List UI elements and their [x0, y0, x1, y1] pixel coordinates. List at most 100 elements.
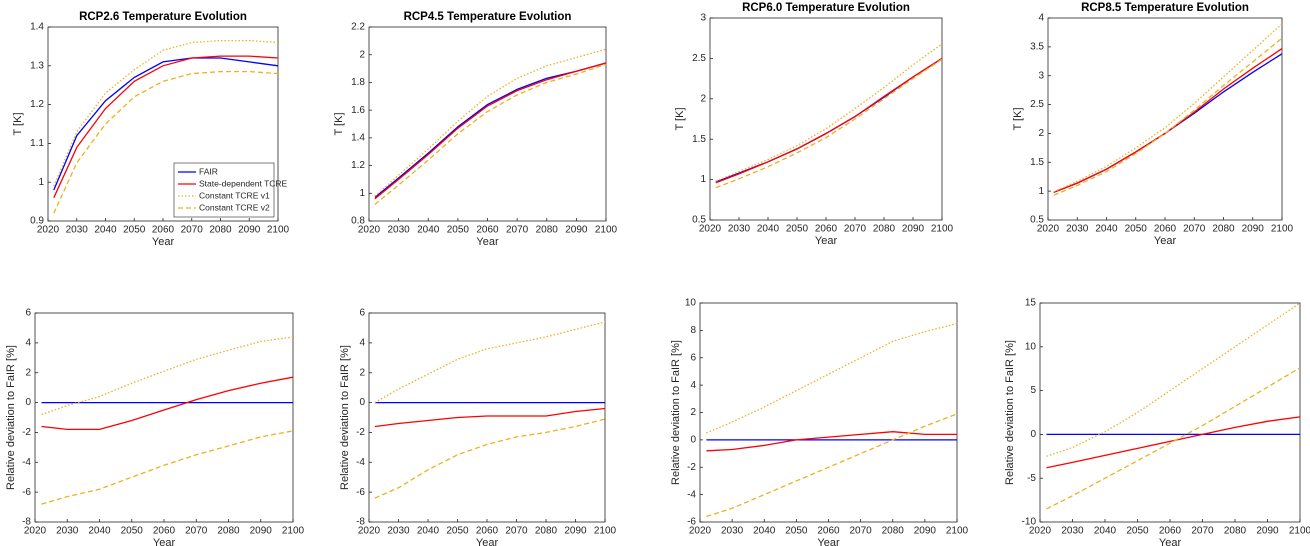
x-tick-label: 2090	[1256, 526, 1279, 537]
series-line	[706, 322, 958, 434]
x-tick-label: 2020	[699, 224, 722, 235]
y-tick-label: 1.4	[30, 22, 44, 33]
x-tick-label: 2030	[721, 526, 744, 537]
series-line	[1053, 48, 1283, 193]
x-tick-label: 2070	[850, 526, 873, 537]
y-tick-label: 2	[1038, 128, 1044, 139]
subplot: 2020 2030 2040 2050 2060 2070 2080 2090 2100-6-4…	[670, 298, 969, 546]
x-tick-label: 2020	[37, 225, 60, 236]
x-tick-label: 2050	[121, 526, 144, 537]
subplot: 2020 2030 2040 2050 2060 2070 2080 2090 2100 -8 -6…	[339, 308, 617, 546]
y-tick-label: 6	[359, 308, 365, 319]
x-tick-label: 2080	[1212, 224, 1235, 235]
x-tick-label: 2030	[388, 225, 411, 236]
y-tick-label: 1.8	[351, 77, 365, 88]
y-tick-label: 0	[1030, 429, 1036, 440]
legend-label: Constant TCRE v2	[199, 202, 270, 212]
y-tick-label: -4	[687, 489, 696, 500]
x-tick-label: 2090	[250, 526, 273, 537]
axes-box	[1047, 17, 1283, 221]
legend-label: State-dependent TCRE	[199, 178, 288, 188]
x-axis-label: Year	[476, 236, 499, 248]
y-axis-label: T [K]	[333, 112, 345, 135]
x-tick-label: 2100	[931, 224, 954, 235]
x-tick-label: 2100	[946, 526, 969, 537]
x-tick-label: 2020	[1029, 526, 1052, 537]
y-tick-label: 3	[700, 13, 706, 24]
y-tick-label: -2	[687, 462, 696, 473]
axes-box	[368, 312, 606, 523]
x-tick-label: 2100	[282, 526, 305, 537]
y-tick-label: 3.5	[1030, 41, 1044, 52]
y-tick-label: 1.4	[351, 132, 365, 143]
y-tick-label: 0.8	[351, 216, 365, 227]
x-tick-label: 2090	[902, 224, 925, 235]
y-tick-label: 1.2	[30, 99, 44, 110]
y-axis-label: T [K]	[12, 112, 24, 135]
y-tick-label: 4	[25, 337, 31, 348]
x-tick-label: 2050	[447, 225, 470, 236]
y-tick-label: 1.5	[1030, 157, 1044, 168]
x-tick-label: 2090	[238, 225, 261, 236]
y-tick-label: 10	[1025, 341, 1037, 352]
x-tick-label: 2070	[1183, 224, 1206, 235]
axes-box	[368, 26, 607, 222]
x-tick-label: 2030	[66, 225, 89, 236]
x-tick-label: 2020	[689, 526, 712, 537]
y-tick-label: 6	[690, 352, 696, 363]
y-tick-label: 0	[690, 435, 696, 446]
series-line	[41, 430, 294, 505]
x-axis-label: Year	[1159, 537, 1182, 546]
x-tick-label: 2090	[564, 526, 587, 537]
y-tick-label: 15	[1025, 298, 1037, 309]
x-tick-label: 2070	[505, 526, 528, 537]
x-tick-label: 2080	[535, 526, 558, 537]
x-tick-label: 2020	[24, 526, 47, 537]
series-line	[41, 336, 294, 416]
x-tick-label: 2100	[267, 225, 290, 236]
y-tick-label: 10	[685, 298, 697, 309]
x-tick-label: 2050	[1125, 224, 1148, 235]
x-tick-label: 2020	[1037, 224, 1060, 235]
y-tick-label: 0.5	[1030, 215, 1044, 226]
y-tick-label: 1	[38, 177, 44, 188]
x-tick-label: 2070	[844, 224, 867, 235]
y-tick-label: -2	[22, 427, 31, 438]
y-tick-label: 2	[690, 407, 696, 418]
x-tick-label: 2060	[476, 225, 499, 236]
series-line	[374, 62, 607, 200]
x-tick-label: 2030	[1066, 224, 1089, 235]
y-tick-label: 2	[359, 367, 365, 378]
series-line	[53, 39, 279, 187]
x-tick-label: 2100	[595, 225, 618, 236]
x-tick-label: 2040	[94, 225, 117, 236]
axes-box	[709, 17, 943, 221]
x-tick-label: 2060	[817, 526, 840, 537]
x-tick-label: 2080	[209, 225, 232, 236]
series-line	[715, 43, 943, 182]
series-line	[1046, 367, 1301, 510]
legend: FAIR State-dependent TCRE Constant TCRE v1…	[173, 162, 288, 218]
x-axis-label: Year	[152, 236, 175, 248]
y-tick-label: 0.5	[692, 215, 706, 226]
y-tick-label: 1	[1038, 186, 1044, 197]
subplot-title: RCP8.5 Temperature Evolution	[1081, 2, 1249, 14]
subplot: 2020 2030 2040 2050 2060 2070 2080 2090 2100 -10 -…	[1004, 298, 1310, 546]
x-tick-label: 2040	[1095, 224, 1118, 235]
y-axis-label: T [K]	[1012, 107, 1024, 130]
x-axis-label: Year	[153, 537, 176, 546]
y-tick-label: -8	[22, 517, 31, 528]
y-tick-label: -6	[687, 517, 696, 528]
x-tick-label: 2060	[1154, 224, 1177, 235]
y-tick-label: 2.5	[1030, 99, 1044, 110]
y-tick-label: -5	[1027, 473, 1036, 484]
y-tick-label: -4	[356, 457, 365, 468]
legend-label: Constant TCRE v1	[199, 190, 270, 200]
x-tick-label: 2040	[753, 526, 776, 537]
y-tick-label: 4	[1038, 13, 1044, 24]
series-line	[715, 58, 943, 189]
x-tick-label: 2070	[181, 225, 204, 236]
x-tick-label: 2080	[1224, 526, 1247, 537]
x-tick-label: 2090	[1242, 224, 1265, 235]
x-tick-label: 2050	[123, 225, 146, 236]
